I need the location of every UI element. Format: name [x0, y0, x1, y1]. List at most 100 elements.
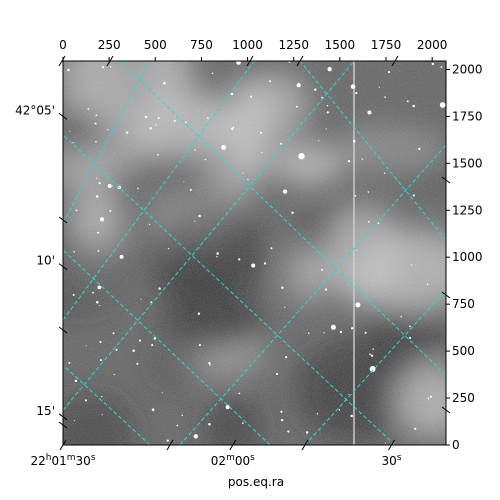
star	[291, 211, 294, 215]
star	[69, 130, 71, 132]
star	[176, 424, 179, 427]
star	[155, 124, 157, 126]
star	[230, 92, 234, 96]
grid-line	[63, 249, 271, 445]
dec-minor-tick-mark	[58, 421, 68, 429]
star	[72, 141, 74, 144]
right-tick-label: 500	[452, 344, 475, 358]
star	[367, 191, 370, 193]
star	[387, 71, 391, 74]
star	[236, 61, 241, 65]
star	[221, 145, 226, 150]
star	[377, 222, 380, 224]
star	[181, 414, 183, 416]
star	[99, 359, 102, 362]
ra-tick-mark	[229, 439, 237, 451]
grid-line	[63, 134, 396, 445]
ra-tick-label: 22h01m30s	[30, 453, 95, 468]
world-right-tick-mark	[441, 176, 451, 184]
star	[209, 363, 211, 366]
star	[242, 422, 244, 424]
ra-tick-mark	[59, 439, 67, 451]
star	[107, 129, 109, 131]
star	[296, 105, 298, 108]
grid-line	[63, 61, 355, 411]
star	[339, 330, 342, 334]
star	[74, 420, 76, 422]
star	[260, 131, 263, 134]
star	[151, 408, 155, 411]
star	[115, 348, 118, 351]
star	[189, 188, 192, 191]
star	[208, 361, 211, 365]
star	[185, 121, 187, 123]
star	[67, 68, 70, 72]
top-tick-label: 1500	[325, 38, 356, 52]
star	[350, 84, 356, 89]
world-axes: 22h01m30s 02m00s 30s 42°05' 10' 15'	[15, 55, 451, 468]
star	[370, 354, 374, 357]
right-tick-label: 0	[452, 438, 460, 452]
dec-tick-mark	[58, 263, 68, 271]
star	[193, 434, 198, 439]
star	[282, 189, 288, 194]
star	[95, 140, 97, 143]
dec-tick-label: 15'	[36, 404, 55, 418]
star	[149, 127, 152, 130]
star	[96, 177, 98, 179]
right-tick-label: 1500	[452, 156, 483, 170]
star	[99, 305, 101, 307]
star	[350, 327, 354, 330]
dec-tick-mark	[58, 112, 68, 120]
star	[101, 66, 105, 69]
world-top-tick-mark	[391, 55, 399, 67]
star	[440, 66, 443, 68]
star	[95, 195, 99, 198]
right-tick-label: 750	[452, 297, 475, 311]
star	[361, 158, 363, 160]
ra-tick-label: 02m00s	[211, 453, 255, 468]
star	[211, 72, 214, 74]
star	[137, 187, 139, 190]
star	[148, 223, 151, 226]
column-artifact	[353, 61, 355, 445]
star	[378, 86, 380, 88]
star	[364, 331, 367, 334]
right-tick-label: 1000	[452, 250, 483, 264]
star	[101, 395, 103, 398]
top-tick-label: 1250	[278, 38, 309, 52]
star	[183, 181, 185, 183]
star	[429, 395, 433, 398]
star	[85, 345, 87, 347]
coordinate-grid	[63, 61, 446, 445]
star	[367, 110, 372, 115]
star	[97, 285, 102, 290]
star	[204, 158, 207, 161]
star	[112, 185, 114, 187]
pixel-axes: 0 250 500 750 1000 1250 1500 1750 2000 0 250 500 750…	[59, 38, 482, 452]
star	[409, 325, 411, 328]
star	[263, 262, 267, 265]
star	[261, 152, 263, 154]
star	[348, 394, 350, 396]
dec-tick-label: 42°05'	[15, 103, 55, 117]
star	[113, 373, 115, 376]
top-tick-label: 250	[98, 38, 121, 52]
star	[384, 96, 386, 98]
star	[280, 410, 283, 413]
top-tick-label: 2000	[417, 38, 448, 52]
star	[96, 301, 99, 304]
star	[87, 108, 90, 110]
grid-line	[179, 144, 446, 445]
star	[198, 344, 201, 347]
star	[84, 399, 87, 402]
star	[287, 430, 290, 433]
star	[284, 306, 286, 308]
star	[74, 379, 78, 383]
star	[400, 315, 402, 318]
world-top-tick-mark	[106, 55, 114, 67]
star	[288, 61, 291, 64]
star	[323, 331, 325, 334]
star	[98, 182, 101, 185]
world-top-tick-mark	[58, 55, 66, 67]
